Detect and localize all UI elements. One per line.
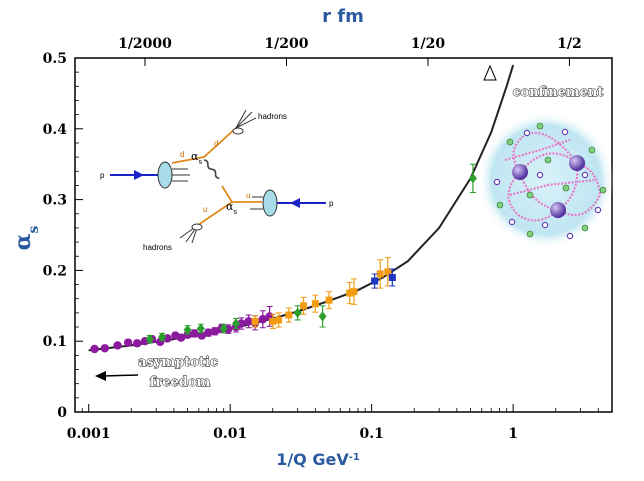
data-point bbox=[384, 268, 392, 276]
quark-label-u: u bbox=[203, 205, 207, 214]
quark-label-d: d bbox=[214, 139, 218, 148]
data-point bbox=[219, 323, 228, 334]
hadron-jet bbox=[235, 117, 257, 129]
top-tick-label: 1/2000 bbox=[118, 36, 172, 52]
data-point bbox=[376, 270, 384, 278]
y-tick-label: 0.3 bbox=[43, 193, 67, 209]
data-point bbox=[132, 339, 142, 348]
x-tick-label: 0.1 bbox=[359, 426, 383, 442]
y-tick-label: 0.5 bbox=[43, 51, 67, 67]
x-tick-label: 1 bbox=[508, 426, 518, 442]
y-tick-label: 0.2 bbox=[43, 263, 67, 279]
y-axis-label: αs bbox=[10, 225, 42, 250]
proton-blob-left bbox=[157, 161, 173, 189]
data-point bbox=[197, 331, 206, 340]
confinement-arrowhead bbox=[483, 64, 497, 81]
alpha-label-top: αs bbox=[191, 150, 202, 166]
alpha-label-bottom: αs bbox=[226, 200, 237, 216]
gluon-line bbox=[203, 159, 220, 180]
valence-quark bbox=[569, 155, 585, 171]
asymptotic-arrowhead bbox=[95, 371, 106, 381]
plot-frame bbox=[74, 57, 613, 413]
hadrons-label-top: hadrons bbox=[258, 112, 287, 121]
data-point bbox=[350, 288, 358, 296]
hadron-vertex bbox=[232, 127, 244, 135]
scattering-diagram-inset: p d d αs hadrons u u αs hadrons bbox=[100, 109, 334, 252]
x-axis-label: 1/Q GeV-1 bbox=[276, 450, 360, 469]
quark-label-u: u bbox=[246, 191, 250, 200]
proton-label-left: p bbox=[100, 171, 105, 180]
data-point bbox=[158, 331, 167, 342]
data-point bbox=[275, 316, 283, 324]
data-point bbox=[90, 344, 99, 354]
data-point bbox=[251, 317, 259, 325]
confinement-label: confinement bbox=[513, 85, 604, 100]
data-point bbox=[123, 338, 133, 347]
data-point bbox=[346, 289, 354, 297]
asymptotic-arrow bbox=[102, 374, 139, 377]
data-point bbox=[244, 317, 253, 326]
top-tick-label: 1/20 bbox=[411, 36, 446, 52]
confined-hadron-illustration bbox=[478, 112, 614, 248]
quark-line-u bbox=[221, 185, 233, 203]
data-point bbox=[269, 317, 277, 325]
proton-blob-right bbox=[262, 189, 278, 217]
freedom-label: freedom bbox=[150, 375, 211, 390]
proton-arrow-right bbox=[290, 198, 300, 208]
tick-marks bbox=[75, 57, 599, 413]
sea-partons-purple bbox=[493, 128, 602, 240]
top-tick-label: 1/2 bbox=[557, 36, 582, 52]
hadron-halo bbox=[478, 112, 614, 248]
quark-label-d: d bbox=[180, 150, 184, 159]
data-point bbox=[285, 311, 293, 319]
hadron-jet bbox=[235, 111, 253, 129]
data-point bbox=[145, 334, 154, 345]
data-point bbox=[232, 318, 241, 329]
data-point bbox=[210, 327, 220, 336]
sea-partons-green bbox=[496, 122, 607, 238]
data-point bbox=[311, 300, 319, 308]
proton-arrow-left bbox=[134, 170, 144, 180]
proton-label-right: p bbox=[329, 199, 334, 208]
data-points bbox=[90, 163, 477, 354]
data-point bbox=[196, 323, 205, 334]
data-point bbox=[190, 329, 199, 338]
data-point bbox=[204, 328, 213, 337]
chart-title: r fm bbox=[322, 6, 364, 27]
hadron-vertex bbox=[191, 223, 203, 231]
data-point bbox=[388, 273, 396, 281]
data-point bbox=[237, 319, 246, 328]
hadron-jet bbox=[235, 109, 247, 129]
quark-line-d bbox=[171, 127, 237, 164]
data-point bbox=[371, 277, 379, 285]
x-tick-label: 0.001 bbox=[67, 426, 111, 442]
tick-labels: 0.001 0.01 0.1 11/2000 1/200 1/20 1/200.10.20.… bbox=[43, 36, 582, 442]
valence-quark bbox=[550, 202, 566, 218]
data-point bbox=[100, 344, 110, 353]
y-tick-label: 0 bbox=[57, 405, 67, 421]
asymptotic-label: asymptotic bbox=[138, 355, 218, 370]
y-tick-label: 0.4 bbox=[43, 122, 68, 138]
top-tick-label: 1/200 bbox=[264, 36, 308, 52]
data-point bbox=[325, 296, 333, 304]
y-tick-label: 0.1 bbox=[43, 334, 67, 350]
data-point bbox=[113, 341, 122, 350]
data-point bbox=[176, 333, 186, 342]
valence-quark bbox=[512, 164, 528, 180]
data-point bbox=[318, 311, 327, 322]
data-point bbox=[468, 173, 477, 184]
data-point bbox=[183, 324, 192, 335]
data-point bbox=[293, 307, 302, 318]
hadrons-label-bottom: hadrons bbox=[143, 243, 172, 252]
x-tick-label: 0.01 bbox=[213, 426, 247, 442]
data-point bbox=[300, 302, 308, 310]
data-point bbox=[258, 315, 267, 324]
